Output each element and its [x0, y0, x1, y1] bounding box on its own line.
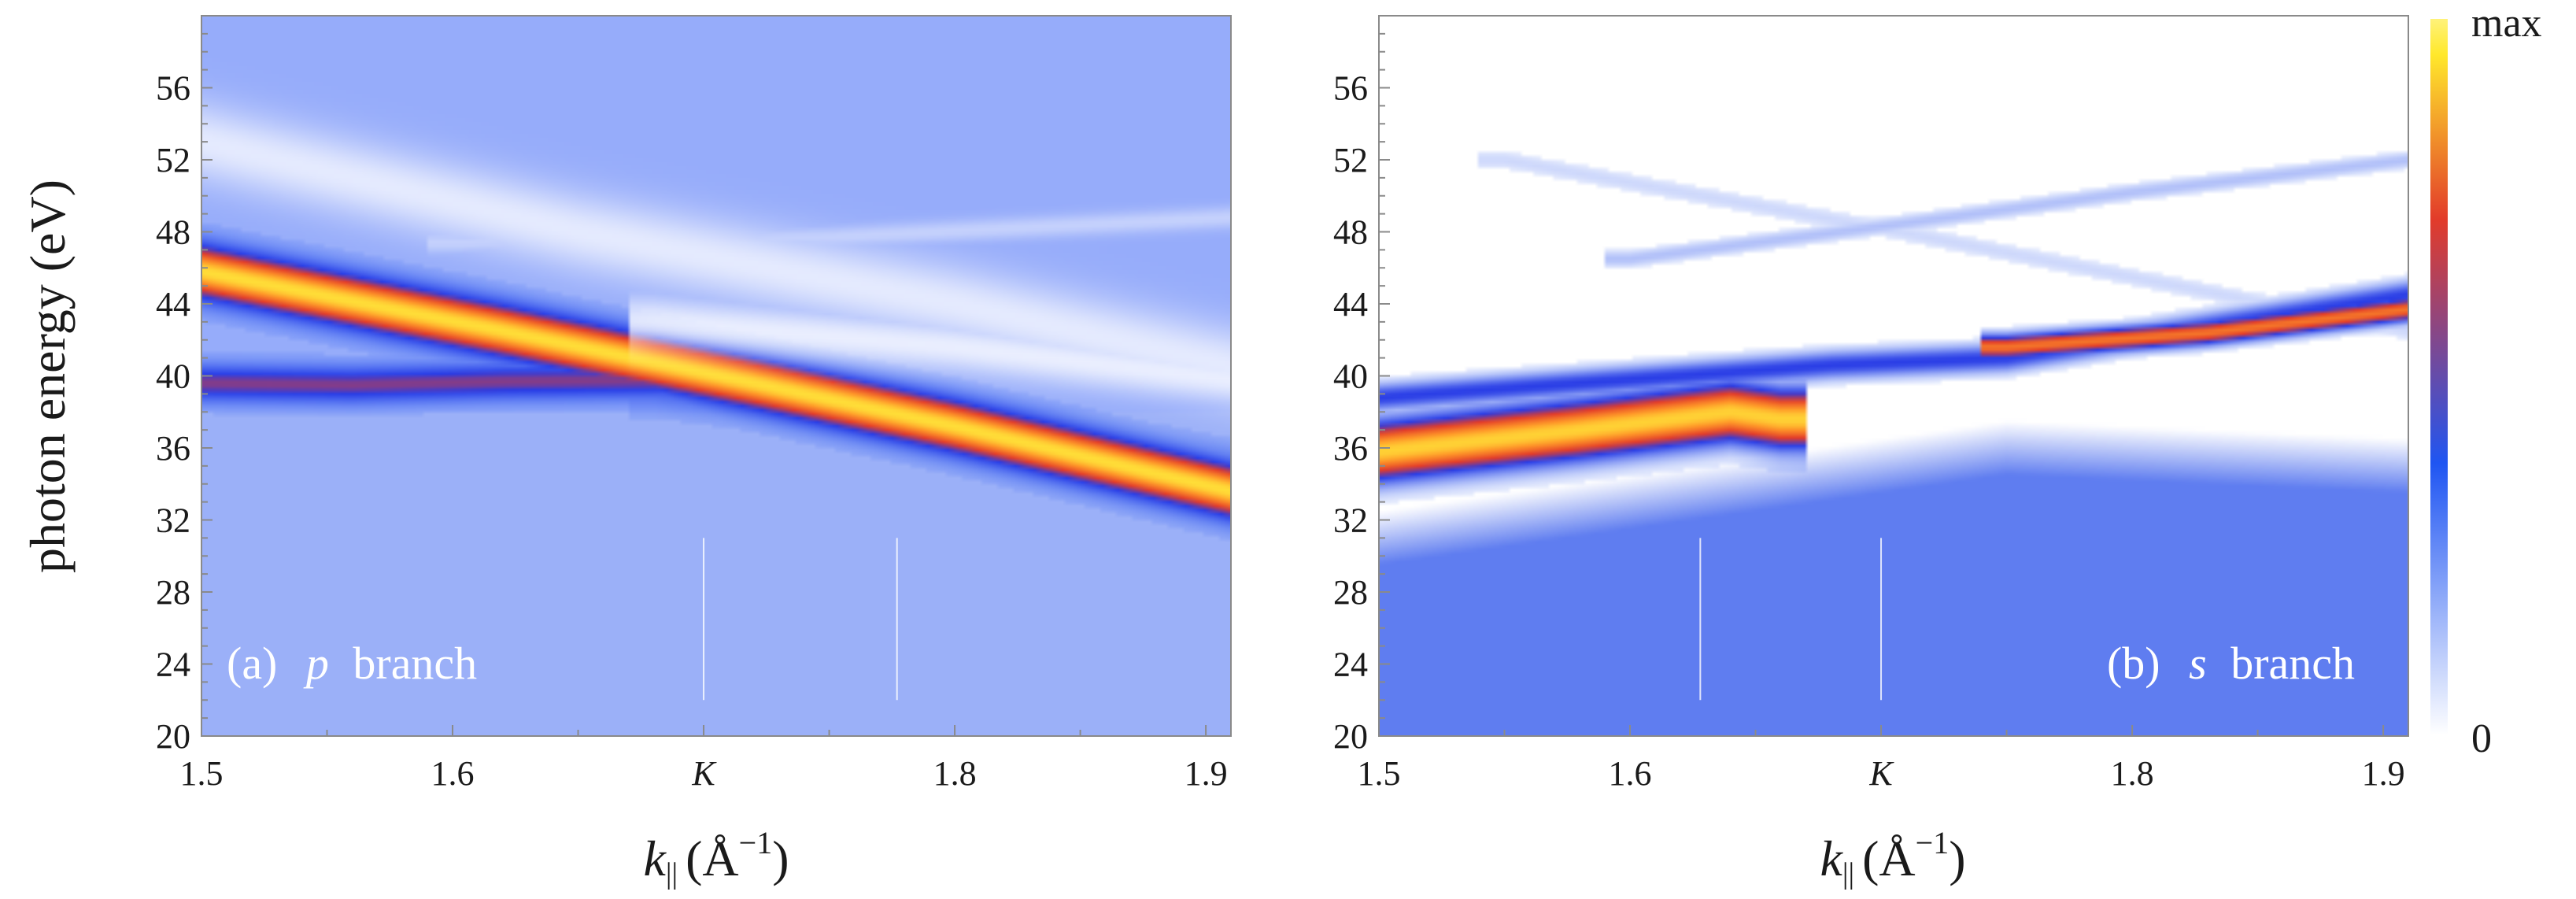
y-tick-label-b: 20	[1333, 717, 1368, 756]
panel-a-x-ticks: 1.5 1.6 K 1.8 1.9	[180, 725, 1228, 793]
y-tick-label-b: 28	[1333, 573, 1368, 612]
panel-b: 20 24 28 32 36 40 44 48 52 56 1.5 1.6 K 1.8 1.9 (b) s…	[1333, 15, 2409, 890]
y-tick-label-b: 56	[1333, 69, 1368, 108]
y-tick-label-a: 56	[156, 69, 190, 108]
panel-a-heatmap	[201, 16, 1231, 736]
panel-a-y-ticks: 20 24 28 32 36 40 44 48 52 56	[156, 32, 213, 756]
panel-a-marker-lines	[703, 538, 898, 701]
panel-a-y-axis-title: photon energy (eV)	[20, 179, 76, 573]
y-tick-label-b: 36	[1333, 429, 1368, 468]
y-tick-label-b: 40	[1333, 357, 1368, 396]
colorbar-gradient	[2430, 19, 2448, 735]
panel-b-x-axis-title: k|| (Å−1)	[1820, 825, 1965, 890]
panel-b-marker-lines	[1699, 538, 1883, 701]
panel-b-heatmap	[1379, 16, 2408, 736]
y-tick-label-a: 24	[156, 646, 190, 684]
colorbar-min-label: 0	[2471, 716, 2492, 761]
y-tick-label-b: 52	[1333, 141, 1368, 179]
x-tick-label-a: 1.5	[180, 754, 224, 793]
x-tick-label-b: 1.9	[2362, 754, 2405, 793]
x-tick-label-b: 1.8	[2111, 754, 2154, 793]
panel-a: 20 24 28 32 36 40 44 48 52 56 1.5 1.6 K 1.8 1.9 (a) p…	[20, 15, 1232, 890]
x-tick-label-b: 1.5	[1358, 754, 1401, 793]
x-tick-label-a: 1.6	[431, 754, 475, 793]
y-tick-label-b: 32	[1333, 501, 1368, 540]
x-tick-label-k-point-b: K	[1868, 754, 1894, 793]
x-tick-label-a: 1.8	[933, 754, 977, 793]
panel-a-x-axis-title: k|| (Å−1)	[643, 825, 789, 890]
panel-b-y-ticks: 20 24 28 32 36 40 44 48 52 56	[1333, 32, 1390, 756]
panel-b-x-ticks: 1.5 1.6 K 1.8 1.9	[1358, 725, 2405, 793]
panel-b-label: (b) s branch	[2107, 638, 2355, 689]
y-tick-label-b: 24	[1333, 646, 1368, 684]
y-tick-label-b: 48	[1333, 213, 1368, 252]
y-tick-label-a: 52	[156, 141, 190, 179]
y-tick-label-a: 44	[156, 285, 190, 324]
y-tick-label-a: 36	[156, 429, 190, 468]
colorbar: max 0	[2430, 1, 2542, 761]
y-tick-label-b: 44	[1333, 285, 1368, 324]
y-tick-label-a: 48	[156, 213, 190, 252]
panel-a-label: (a) p branch	[227, 638, 477, 689]
y-tick-label-a: 20	[156, 717, 190, 756]
colorbar-max-label: max	[2471, 1, 2542, 46]
x-tick-label-b: 1.6	[1609, 754, 1652, 793]
x-tick-label-a: 1.9	[1185, 754, 1228, 793]
y-tick-label-a: 40	[156, 357, 190, 396]
heatmap-image-b	[1379, 16, 2408, 736]
heatmap-image-a	[201, 16, 1231, 736]
x-tick-label-k-point-a: K	[691, 754, 717, 793]
y-tick-label-a: 28	[156, 573, 190, 612]
y-tick-label-a: 32	[156, 501, 190, 540]
